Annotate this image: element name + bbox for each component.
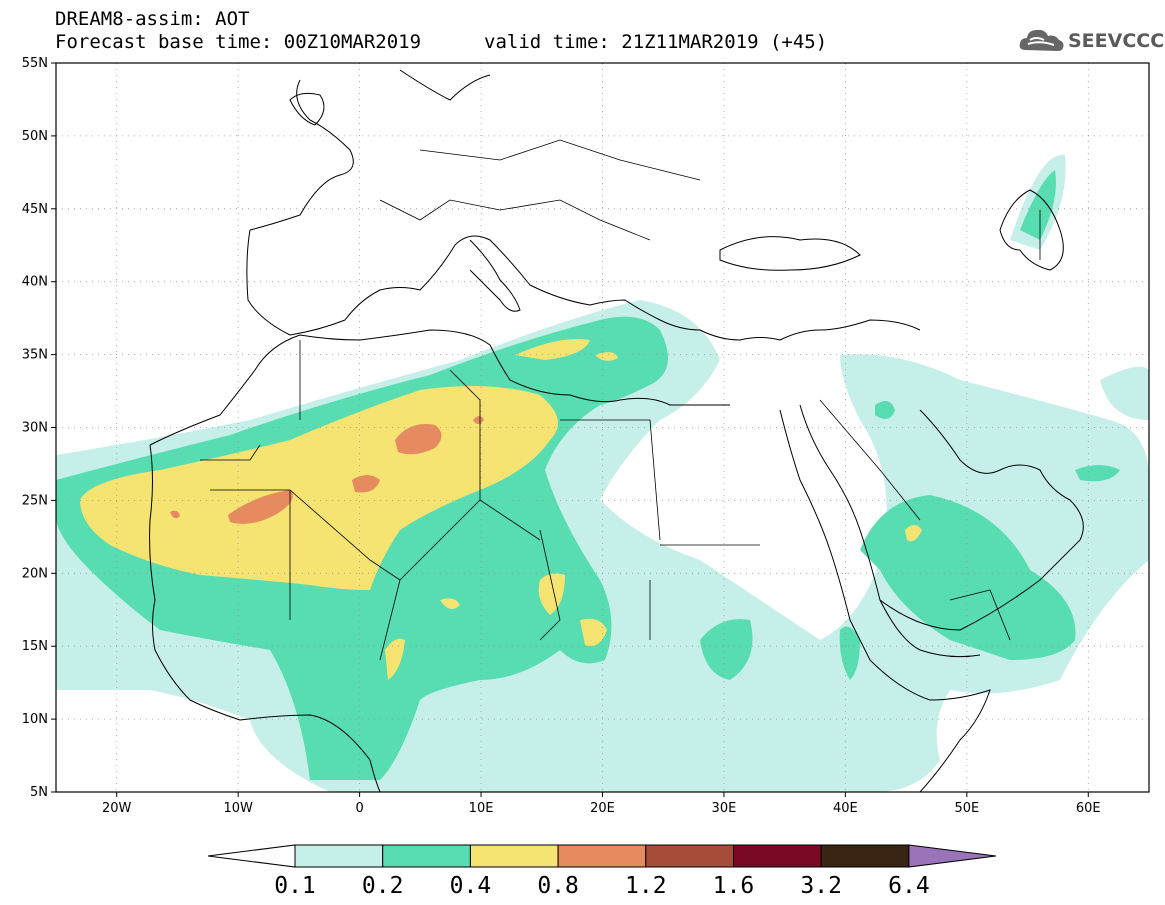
latitude-label: 40N [22,275,48,290]
longitude-label: 10E [469,801,494,816]
cloud-icon [1019,29,1064,51]
latitude-label: 15N [22,639,48,654]
logo-text: SEEVCCC [1068,30,1165,52]
latitude-label: 30N [22,421,48,436]
colorbar-labels: 0.1 0.2 0.4 0.8 1.2 1.6 3.2 6.4 [274,873,929,899]
coastlines [149,69,1084,793]
latitude-label: 25N [22,493,48,508]
colorbar-swatch [733,844,822,868]
forecast-base-time: Forecast base time: 00Z10MAR2019 [55,31,422,53]
colorbar-swatch [469,844,559,868]
longitude-label: 0 [355,801,363,816]
colorbar-label: 1.6 [713,873,755,899]
seevccc-logo: SEEVCCC [1018,26,1164,56]
longitude-label: 20E [590,801,615,816]
colorbar-label: 0.1 [274,873,316,899]
latitude-label: 5N [30,785,48,800]
colorbar-swatch [645,844,734,868]
latitude-label: 35N [22,348,48,363]
latitude-labels: 5N 10N 15N 20N 25N 30N 35N 40N 45N 50N 55N [22,56,56,800]
graticule [56,63,1149,792]
colorbar-label: 0.2 [362,873,404,899]
colorbar [207,844,996,868]
latitude-label: 55N [22,56,48,71]
longitude-label: 40E [833,801,858,816]
longitude-label: 10W [223,801,253,816]
colorbar-upper-arrow [908,844,996,868]
latitude-label: 10N [22,712,48,727]
latitude-label: 45N [22,202,48,217]
colorbar-label: 3.2 [800,873,842,899]
colorbar-swatch [294,844,384,868]
longitude-label: 20W [102,801,132,816]
aot-field [56,154,1149,792]
longitude-label: 60E [1076,801,1101,816]
longitude-label: 50E [954,801,979,816]
colorbar-label: 6.4 [888,873,930,899]
longitude-label: 30E [712,801,737,816]
colorbar-swatch [557,844,647,868]
aot-level-0.8 [170,416,484,524]
longitude-labels: 20W 10W 0 10E 20E 30E 40E 50E 60E [102,792,1101,816]
colorbar-lower-arrow [207,844,296,868]
valid-time: valid time: 21Z11MAR2019 (+45) [484,31,828,53]
country-borders [200,139,1041,661]
latitude-label: 20N [22,566,48,581]
map-title: DREAM8-assim: AOT [55,8,250,30]
colorbar-swatch [820,844,910,868]
colorbar-label: 0.8 [537,873,579,899]
colorbar-label: 0.4 [450,873,492,899]
latitude-label: 50N [22,129,48,144]
colorbar-label: 1.2 [625,873,667,899]
colorbar-swatch [382,844,471,868]
